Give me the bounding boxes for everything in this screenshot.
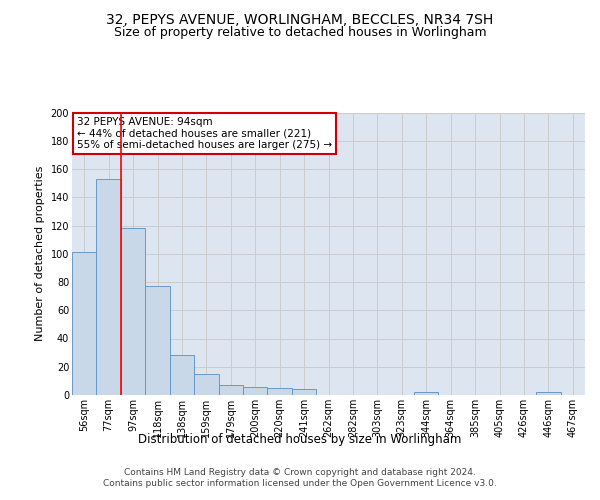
Bar (194, 374, 218, 395)
Bar (218, 385, 243, 395)
Bar (536, 392, 560, 395)
Y-axis label: Number of detached properties: Number of detached properties (35, 166, 45, 342)
Text: Distribution of detached houses by size in Worlingham: Distribution of detached houses by size … (139, 432, 461, 446)
Bar (97, 179, 121, 395)
Text: Contains HM Land Registry data © Crown copyright and database right 2024.
Contai: Contains HM Land Registry data © Crown c… (103, 468, 497, 487)
Bar (414, 392, 439, 395)
Bar (170, 356, 194, 395)
Text: Size of property relative to detached houses in Worlingham: Size of property relative to detached ho… (113, 26, 487, 39)
Text: 32 PEPYS AVENUE: 94sqm
← 44% of detached houses are smaller (221)
55% of semi-de: 32 PEPYS AVENUE: 94sqm ← 44% of detached… (77, 116, 332, 150)
Bar (121, 228, 145, 395)
Bar (145, 286, 170, 395)
Text: 32, PEPYS AVENUE, WORLINGHAM, BECCLES, NR34 7SH: 32, PEPYS AVENUE, WORLINGHAM, BECCLES, N… (106, 12, 494, 26)
Bar (243, 386, 268, 395)
Bar (268, 388, 292, 395)
Bar (72, 252, 97, 395)
Bar (292, 390, 316, 395)
